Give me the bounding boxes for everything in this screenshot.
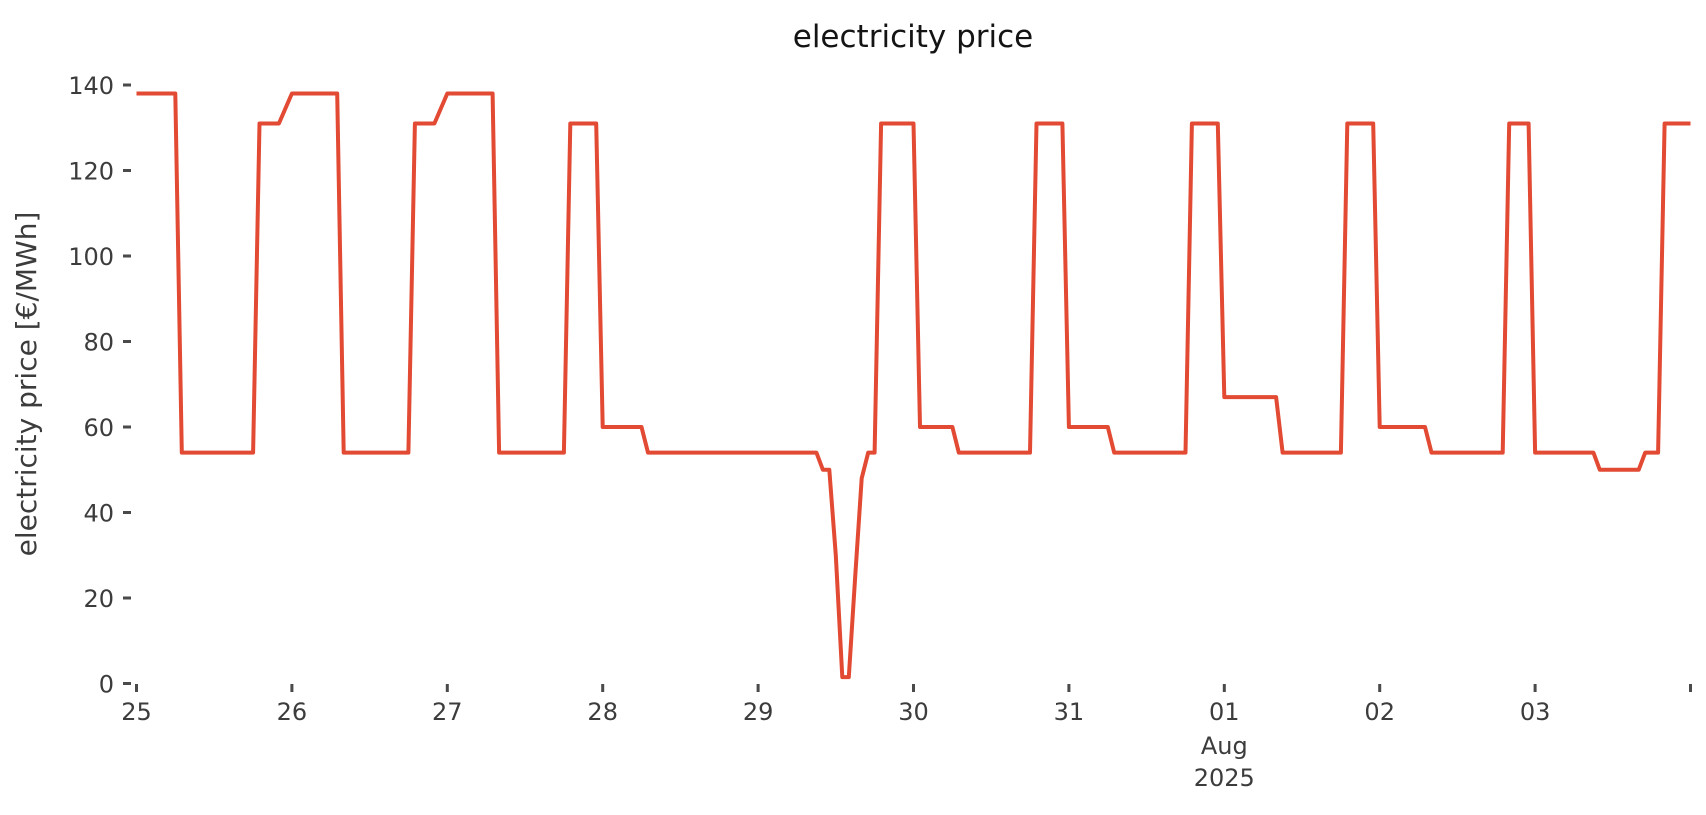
x-axis-ticks: 25 26 27 28 29 30 31 01 Aug 2025 02 03	[121, 684, 1692, 792]
x-tick-label: 27	[432, 698, 463, 726]
y-axis-ticks: 0 20 40 60 80 100 120 140	[68, 72, 131, 699]
price-line	[136, 91, 1691, 680]
y-tick-label: 140	[68, 72, 114, 100]
chart-title: electricity price	[793, 19, 1033, 55]
y-tick-label: 40	[83, 500, 114, 528]
x-tick-label: 31	[1054, 698, 1085, 726]
y-tick-label: 0	[99, 671, 114, 699]
x-tick-label: 28	[587, 698, 618, 726]
y-tick-label: 80	[83, 329, 114, 357]
y-tick-label: 20	[83, 585, 114, 613]
y-tick-label: 100	[68, 243, 114, 271]
x-tick-label: 03	[1520, 698, 1551, 726]
x-tick-label: 29	[743, 698, 774, 726]
y-tick-label: 120	[68, 158, 114, 186]
x-tick-label: 25	[121, 698, 152, 726]
x-axis-month-label: Aug	[1201, 732, 1248, 760]
x-tick-label: 01	[1209, 698, 1240, 726]
x-axis-month-label: 2025	[1194, 764, 1255, 792]
y-tick-label: 60	[83, 414, 114, 442]
x-tick-label: 30	[898, 698, 929, 726]
x-tick-label: 02	[1364, 698, 1395, 726]
x-tick-label: 26	[277, 698, 308, 726]
y-axis-label: electricity price [€/MWh]	[10, 212, 43, 557]
